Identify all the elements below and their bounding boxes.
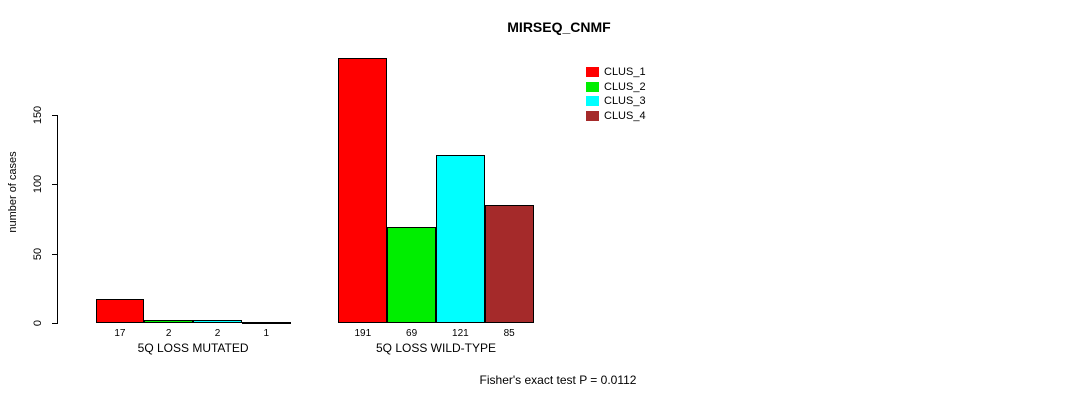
bar-value-label: 85 <box>503 328 515 339</box>
bar-clus_4-group2 <box>484 205 534 323</box>
y-axis-line <box>57 115 58 324</box>
legend-row-clus_4: CLUS_4 <box>586 109 646 124</box>
y-axis-tick-label: 150 <box>32 105 44 125</box>
group-label: 5Q LOSS WILD-TYPE <box>375 341 497 355</box>
group-label: 5Q LOSS MUTATED <box>137 341 249 355</box>
legend-label: CLUS_4 <box>604 110 646 123</box>
bar-clus_3-group2 <box>436 155 485 323</box>
y-axis-tick <box>52 115 58 116</box>
bar-clus_3-group1 <box>193 320 242 323</box>
y-axis-tick <box>52 323 58 324</box>
legend-label: CLUS_2 <box>604 80 646 93</box>
bar-clus_1-group1 <box>95 299 145 323</box>
legend-row-clus_1: CLUS_1 <box>586 65 646 80</box>
bar-value-label: 121 <box>452 328 469 339</box>
bar-clus_1-group2 <box>338 58 388 323</box>
bar-clus_2-group2 <box>387 227 436 323</box>
legend-row-clus_3: CLUS_3 <box>586 94 646 109</box>
legend-swatch-clus_4 <box>586 111 599 122</box>
fisher-test-annotation: Fisher's exact test P = 0.0112 <box>479 373 637 387</box>
bar-clus_4-group1 <box>241 321 291 324</box>
y-axis-tick-label: 0 <box>32 319 44 327</box>
chart-title: MIRSEQ_CNMF <box>507 19 611 35</box>
bar-value-label: 2 <box>165 328 172 339</box>
bar-value-label: 17 <box>114 328 126 339</box>
legend-label: CLUS_1 <box>604 66 646 79</box>
legend-swatch-clus_1 <box>586 67 599 78</box>
legend: CLUS_1 CLUS_2 CLUS_3 CLUS_4 <box>586 65 646 123</box>
y-axis-tick-label: 100 <box>32 175 44 194</box>
legend-row-clus_2: CLUS_2 <box>586 80 646 95</box>
y-axis-tick-label: 50 <box>32 247 44 260</box>
legend-swatch-clus_2 <box>586 81 599 92</box>
bar-value-label: 69 <box>406 328 418 339</box>
y-axis-tick <box>52 253 58 255</box>
legend-swatch-clus_3 <box>586 96 599 107</box>
bar-value-label: 1 <box>263 328 270 339</box>
bar-value-label: 191 <box>354 328 372 339</box>
y-axis-tick <box>52 184 58 186</box>
bar-value-label: 2 <box>214 328 221 339</box>
bar-clus_2-group1 <box>144 320 194 323</box>
legend-label: CLUS_3 <box>604 95 646 108</box>
